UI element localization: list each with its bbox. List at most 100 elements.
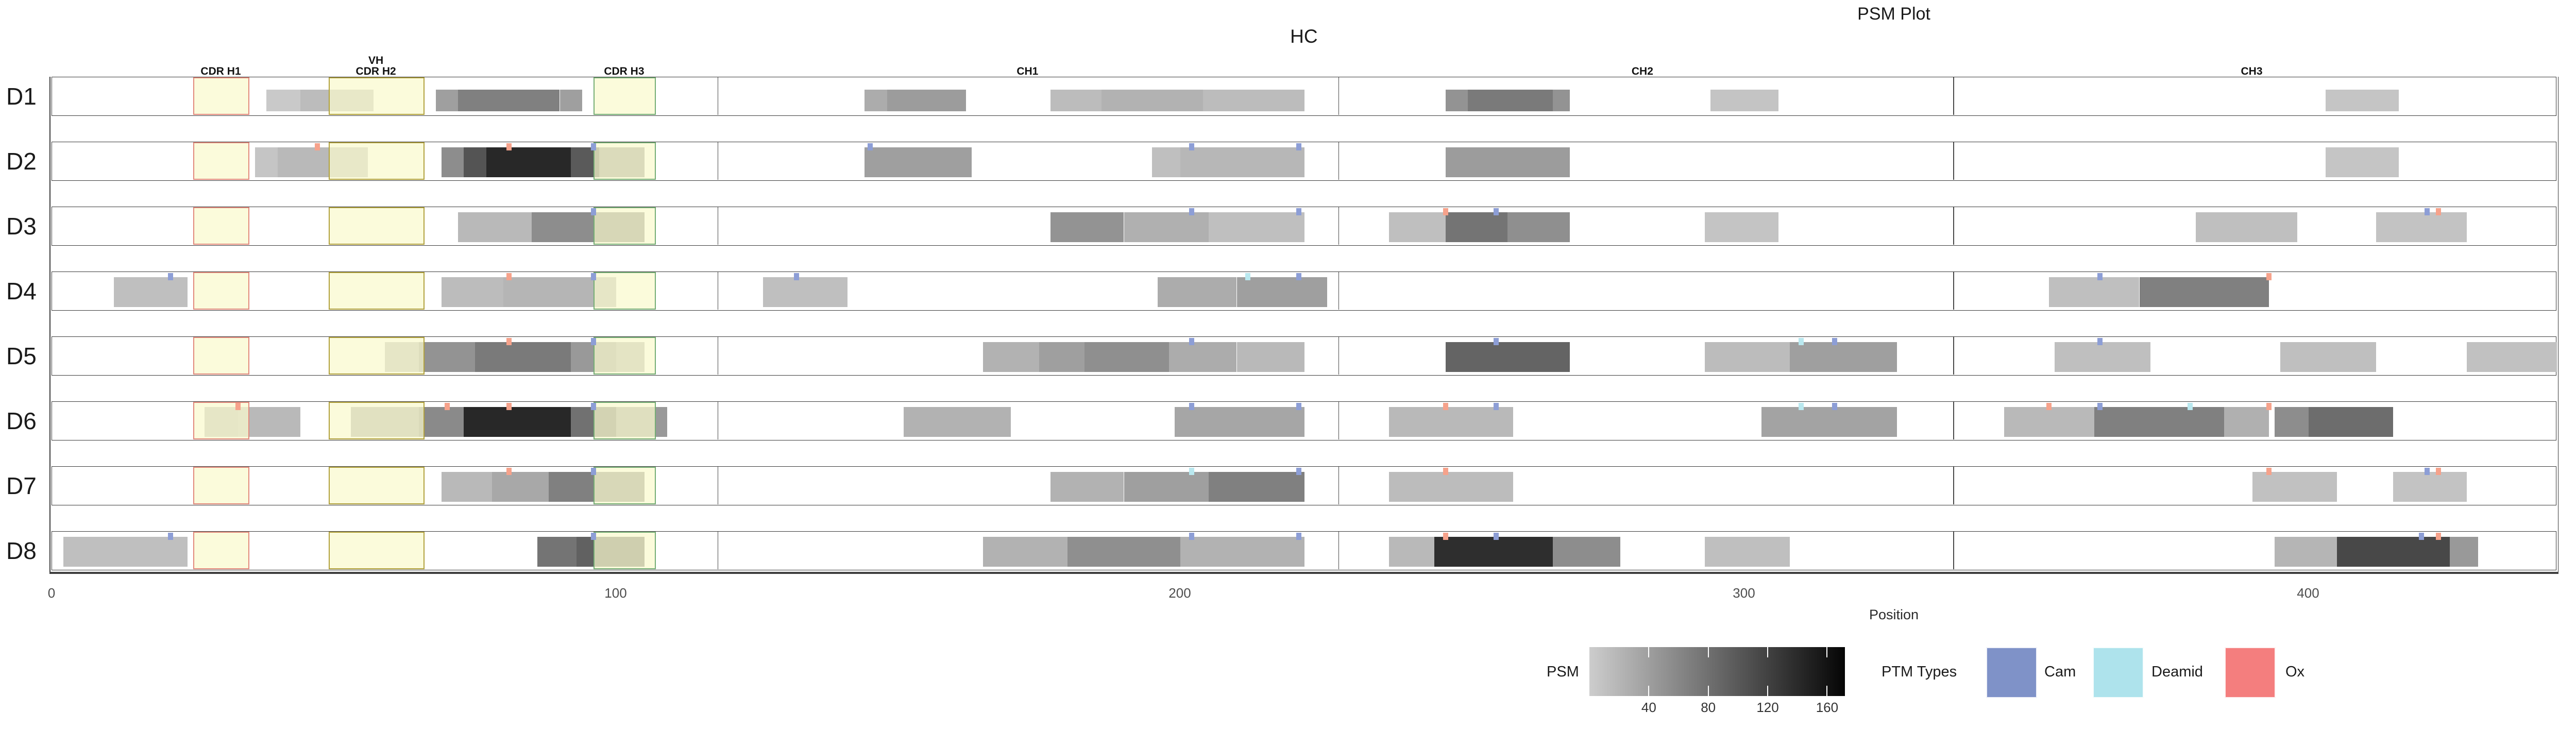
ptm-tick-ox bbox=[1443, 532, 1448, 540]
psm-segment bbox=[904, 407, 1011, 437]
cdr-highlight-cdr-h3 bbox=[594, 337, 656, 375]
psm-gradient-bar bbox=[1589, 647, 1845, 696]
domain-boundary-line bbox=[1953, 77, 1954, 115]
coverage-track-d7-hc bbox=[52, 466, 2556, 505]
ptm-tick-ox bbox=[2266, 467, 2272, 475]
cdr-highlight-cdr-h2 bbox=[328, 532, 425, 569]
psm-segment bbox=[1152, 147, 1180, 177]
cdr-highlight-cdr-h3 bbox=[594, 207, 656, 245]
psm-bar-tick bbox=[1648, 686, 1650, 696]
ptm-tick-ox bbox=[2266, 402, 2272, 410]
psm-segment bbox=[1389, 537, 1434, 567]
psm-bar-tick-label: 40 bbox=[1641, 700, 1656, 715]
row-label-d6: D6 bbox=[6, 408, 37, 434]
psm-segment bbox=[114, 277, 188, 307]
ptm-tick-cam bbox=[867, 143, 873, 150]
psm-segment bbox=[1445, 90, 1468, 111]
psm-segment bbox=[458, 90, 560, 111]
ptm-tick-ox bbox=[506, 402, 512, 410]
row-label-d3: D3 bbox=[6, 213, 37, 240]
psm-bar-tick bbox=[1648, 647, 1650, 657]
psm-segment bbox=[1389, 407, 1514, 437]
cdr-highlight-cdr-h2 bbox=[328, 77, 425, 115]
ptm-tick-cam bbox=[2424, 208, 2430, 215]
psm-segment bbox=[531, 212, 594, 242]
psm-segment bbox=[2393, 472, 2467, 502]
psm-segment bbox=[982, 342, 1040, 372]
ptm-tick-cam bbox=[591, 467, 597, 475]
axis-tick-label: 300 bbox=[1733, 585, 1755, 601]
cdr-highlight-cdr-h3 bbox=[594, 402, 656, 439]
psm-segment bbox=[2325, 90, 2399, 111]
psm-segment bbox=[1705, 212, 1778, 242]
row-label-d8: D8 bbox=[6, 537, 37, 564]
psm-segment bbox=[887, 90, 966, 111]
coverage-track-d1-hc bbox=[52, 77, 2556, 116]
ptm-tick-cam bbox=[1296, 143, 1301, 150]
ptm-tick-deamid bbox=[2188, 402, 2193, 410]
panel-right-edge bbox=[2557, 77, 2559, 572]
ptm-tick-cam bbox=[1189, 402, 1194, 410]
domain-label-cdr-h2: CDR H2 bbox=[355, 65, 396, 77]
psm-segment bbox=[1761, 407, 1897, 437]
ptm-tick-cam bbox=[167, 532, 173, 540]
psm-segment bbox=[762, 277, 848, 307]
psm-segment bbox=[435, 90, 459, 111]
psm-segment bbox=[492, 472, 549, 502]
psm-segment bbox=[2139, 277, 2269, 307]
psm-segment bbox=[1124, 212, 1209, 242]
psm-segment bbox=[2004, 407, 2094, 437]
domain-boundary-line bbox=[1338, 402, 1339, 439]
axis-tick-label: 400 bbox=[2297, 585, 2319, 601]
psm-segment bbox=[1789, 342, 1897, 372]
psm-segment bbox=[441, 472, 493, 502]
domain-boundary-line bbox=[1338, 532, 1339, 569]
cdr-highlight-cdr-h1 bbox=[193, 337, 250, 375]
ptm-tick-ox bbox=[2435, 208, 2441, 215]
psm-segment bbox=[2224, 407, 2269, 437]
row-label-d7: D7 bbox=[6, 472, 37, 499]
psm-segment bbox=[1158, 277, 1237, 307]
domain-label-vh: VH bbox=[368, 55, 384, 66]
ptm-tick-ox bbox=[1443, 208, 1448, 215]
row-label-d4: D4 bbox=[6, 278, 37, 304]
psm-segment bbox=[1050, 90, 1101, 111]
psm-segment bbox=[1169, 342, 1237, 372]
psm-segment bbox=[1202, 90, 1304, 111]
domain-boundary-line bbox=[1338, 207, 1339, 245]
ptm-tick-cam bbox=[591, 337, 597, 345]
psm-bar-tick bbox=[1826, 686, 1828, 696]
psm-segment bbox=[864, 147, 972, 177]
ptm-tick-ox bbox=[444, 402, 450, 410]
coverage-track-d8-hc bbox=[52, 531, 2556, 570]
cdr-highlight-cdr-h1 bbox=[193, 402, 250, 439]
psm-segment bbox=[1552, 537, 1621, 567]
psm-segment bbox=[1710, 90, 1778, 111]
psm-bar-tick bbox=[1707, 686, 1709, 696]
ptm-tick-cam bbox=[1189, 208, 1194, 215]
axis-tick-label: 0 bbox=[47, 585, 56, 601]
ptm-tick-cam bbox=[1296, 532, 1301, 540]
ptm-tick-cam bbox=[1189, 532, 1194, 540]
psm-segment bbox=[1101, 90, 1203, 111]
ptm-tick-cam bbox=[591, 273, 597, 280]
domain-label-cdr-h1: CDR H1 bbox=[200, 65, 241, 77]
cdr-highlight-cdr-h3 bbox=[594, 142, 656, 180]
psm-segment bbox=[1445, 342, 1570, 372]
coverage-track-d6-hc bbox=[52, 401, 2556, 440]
cdr-highlight-cdr-h1 bbox=[193, 77, 250, 115]
ptm-tick-cam bbox=[1189, 143, 1194, 150]
axis-line-hc bbox=[49, 572, 2558, 574]
cdr-highlight-cdr-h3 bbox=[594, 467, 656, 504]
psm-legend-label: PSM bbox=[1547, 664, 1579, 680]
psm-bar-tick-label: 80 bbox=[1701, 700, 1716, 715]
psm-bar-tick bbox=[1826, 647, 1828, 657]
panel-left-edge bbox=[49, 77, 50, 572]
psm-segment bbox=[2325, 147, 2399, 177]
ptm-tick-ox bbox=[235, 402, 241, 410]
ptm-tick-cam bbox=[1296, 208, 1301, 215]
domain-boundary-line bbox=[1338, 272, 1339, 310]
psm-bar-tick-label: 160 bbox=[1816, 700, 1839, 715]
ptm-tick-cam bbox=[1832, 402, 1838, 410]
